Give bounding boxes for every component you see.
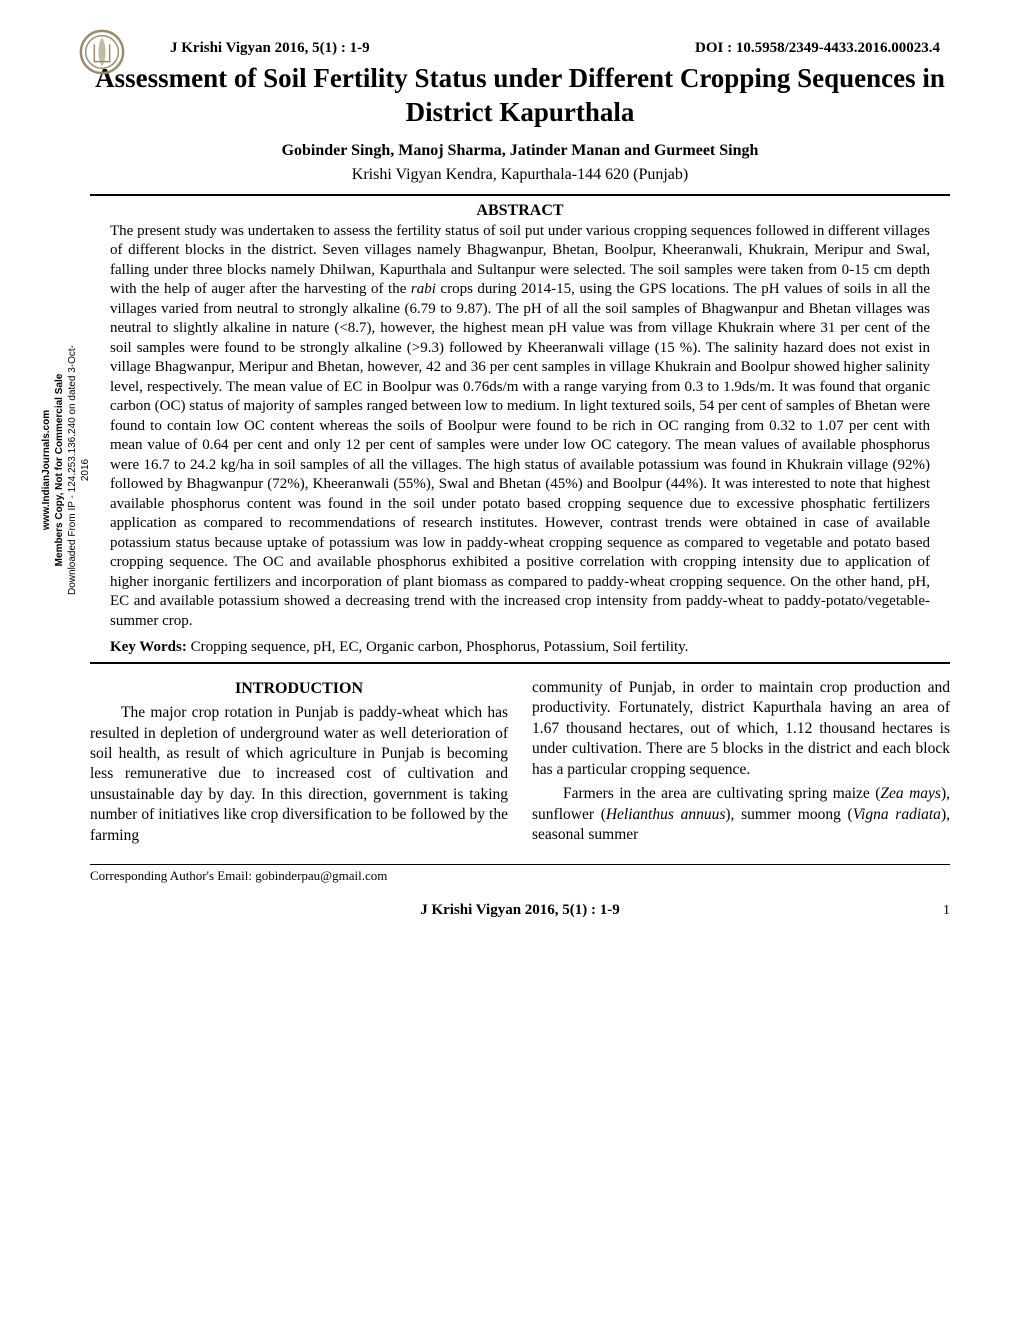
italic-helianthus: Helianthus annuus [606, 806, 726, 823]
intro-col2-p2-pre: Farmers in the area are cultivating spri… [563, 785, 880, 802]
sidebar-rotated-text: www.IndianJournals.com Members Copy, Not… [40, 340, 92, 600]
abstract-body: The present study was undertaken to asse… [110, 222, 930, 632]
sidebar-line3: Downloaded From IP - 124.253.136.240 on … [67, 345, 91, 595]
footer-page-number: 1 [920, 903, 950, 919]
rule-top [90, 194, 950, 196]
intro-col2-p2: Farmers in the area are cultivating spri… [532, 784, 950, 845]
affiliation-line: Krishi Vigyan Kendra, Kapurthala-144 620… [90, 166, 950, 184]
intro-col2-p1: community of Punjab, in order to maintai… [532, 678, 950, 780]
sidebar-line1: www.IndianJournals.com [41, 410, 52, 530]
rule-bottom [90, 662, 950, 664]
article-title: Assessment of Soil Fertility Status unde… [90, 62, 950, 130]
intro-col1-p1: The major crop rotation in Punjab is pad… [90, 703, 508, 846]
corresponding-author: Corresponding Author's Email: gobinderpa… [90, 864, 950, 884]
header-journal-citation: J Krishi Vigyan 2016, 5(1) : 1-9 [170, 40, 370, 57]
abstract-italic-rabi: rabi [411, 281, 436, 297]
header-doi: DOI : 10.5958/2349-4433.2016.00023.4 [695, 40, 940, 57]
column-left: INTRODUCTION The major crop rotation in … [90, 678, 508, 850]
authors-line: Gobinder Singh, Manoj Sharma, Jatinder M… [90, 142, 950, 160]
header-row: J Krishi Vigyan 2016, 5(1) : 1-9 DOI : 1… [90, 40, 950, 57]
journal-logo-icon [78, 28, 126, 76]
keywords-label: Key Words: [110, 639, 187, 655]
italic-vigna: Vigna radiata [853, 806, 941, 823]
abstract-heading: ABSTRACT [90, 202, 950, 220]
footer-journal-citation: J Krishi Vigyan 2016, 5(1) : 1-9 [120, 902, 920, 919]
body-columns: INTRODUCTION The major crop rotation in … [90, 678, 950, 850]
sidebar-line2: Members Copy, Not for Commercial Sale [54, 374, 65, 567]
page-container: J Krishi Vigyan 2016, 5(1) : 1-9 DOI : 1… [0, 0, 1020, 949]
abstract-part-1: crops during 2014-15, using the GPS loca… [110, 281, 930, 629]
italic-zea-mays: Zea mays [880, 785, 941, 802]
keywords-text: Cropping sequence, pH, EC, Organic carbo… [187, 639, 689, 655]
intro-col2-p2-mid2: ), summer moong ( [725, 806, 852, 823]
column-right: community of Punjab, in order to maintai… [532, 678, 950, 850]
intro-heading: INTRODUCTION [90, 678, 508, 699]
keywords-line: Key Words: Cropping sequence, pH, EC, Or… [110, 639, 930, 656]
footer-row: J Krishi Vigyan 2016, 5(1) : 1-9 1 [90, 902, 950, 919]
